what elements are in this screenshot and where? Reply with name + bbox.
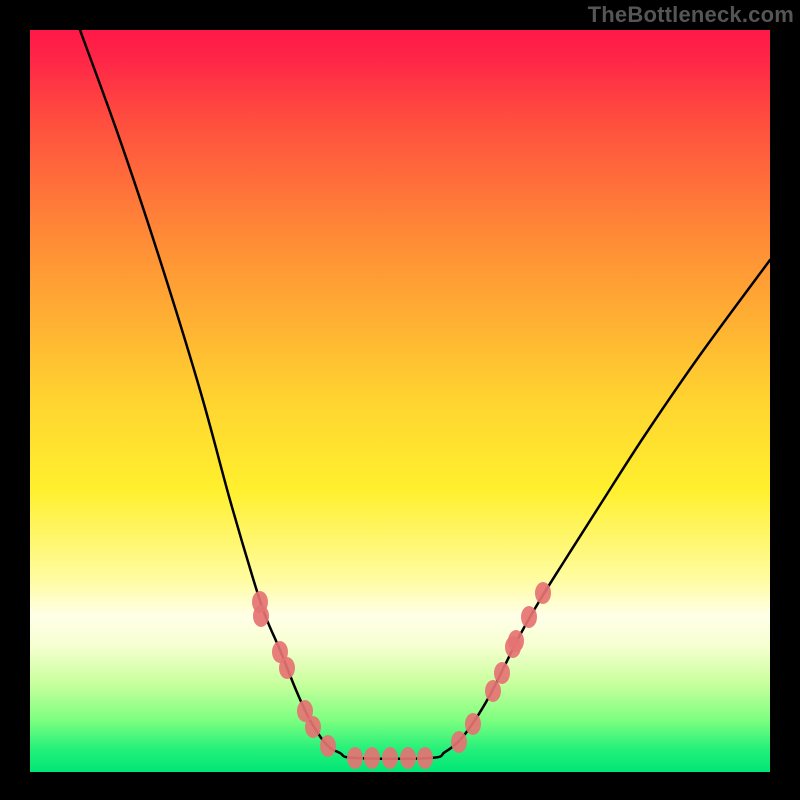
curve-marker [347, 747, 363, 769]
curve-marker [279, 657, 295, 679]
curve-marker [417, 747, 433, 769]
curve-marker [382, 747, 398, 769]
curve-marker [451, 731, 467, 753]
curve-marker [494, 662, 510, 684]
watermark-text: TheBottleneck.com [588, 2, 794, 28]
curve-marker [364, 747, 380, 769]
chart-root: { "watermark": { "text": "TheBottleneck.… [0, 0, 800, 800]
curve-marker [253, 605, 269, 627]
curve-marker [508, 630, 524, 652]
curve-marker [485, 680, 501, 702]
curve-marker [465, 713, 481, 735]
curve-marker [305, 716, 321, 738]
curve-marker [535, 582, 551, 604]
curve-marker [320, 735, 336, 757]
plot-background [30, 30, 770, 772]
curve-marker [400, 747, 416, 769]
bottleneck-curve-chart [0, 0, 800, 800]
curve-marker [521, 606, 537, 628]
